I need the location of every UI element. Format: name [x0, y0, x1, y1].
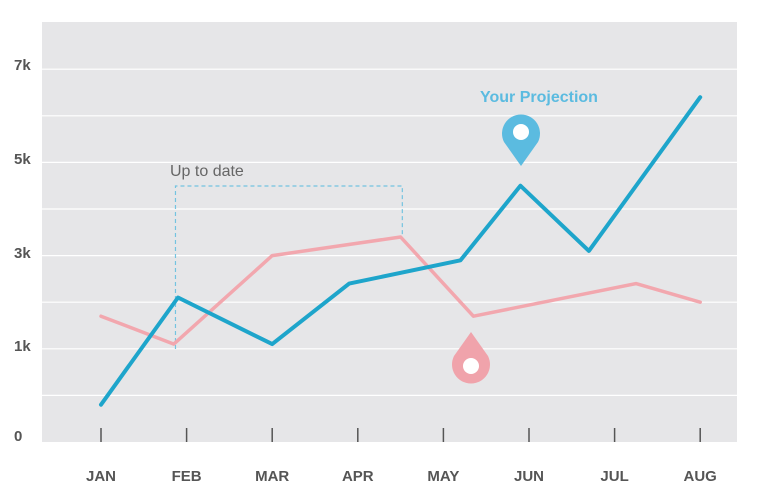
up-to-date-bracket	[174, 185, 403, 349]
y-tick-label: 7k	[14, 57, 31, 74]
y-axis-ticks: 0 1k 3k 5k 7k	[14, 57, 31, 445]
pins	[452, 114, 540, 384]
x-tick-label: AUG	[684, 468, 717, 485]
y-tick-label: 3k	[14, 245, 31, 262]
grid	[42, 68, 737, 396]
x-tick-label: FEB	[172, 468, 202, 485]
series-line-projection	[99, 95, 703, 407]
x-tick-label: MAY	[427, 468, 459, 485]
series-line-actual	[99, 235, 702, 346]
series-lines	[99, 95, 703, 407]
y-tick-label: 0	[14, 428, 22, 445]
x-tick-label: JUL	[600, 468, 628, 485]
up-to-date-label: Up to date	[170, 163, 244, 180]
map-pin-icon	[502, 114, 540, 166]
x-axis-ticks	[100, 428, 701, 442]
map-pin-icon	[452, 332, 490, 384]
x-tick-label: MAR	[255, 468, 289, 485]
x-axis-labels: JAN FEB MAR APR MAY JUN JUL AUG	[86, 468, 717, 485]
your-projection-label: Your Projection	[480, 89, 598, 106]
plot-background	[42, 22, 737, 442]
x-tick-label: JAN	[86, 468, 116, 485]
y-tick-label: 5k	[14, 151, 31, 168]
y-tick-label: 1k	[14, 338, 31, 355]
x-tick-label: APR	[342, 468, 374, 485]
x-tick-label: JUN	[514, 468, 544, 485]
